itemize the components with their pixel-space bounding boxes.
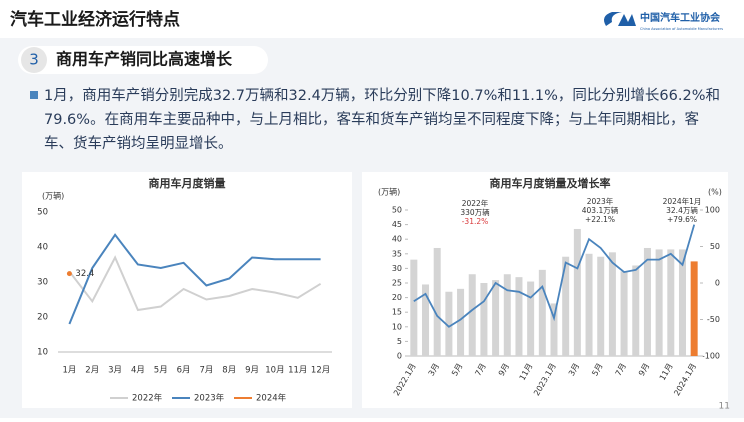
- logo-icon: [604, 12, 636, 26]
- legend-label: 2023年: [194, 393, 225, 404]
- bar: [433, 247, 441, 356]
- growth-line: [413, 224, 696, 328]
- legend-label: 2022年: [132, 393, 163, 404]
- x-tick-label: 3月: [108, 366, 122, 376]
- y-tick-label: 0: [397, 352, 402, 361]
- bar: [503, 274, 511, 356]
- y-tick-label: 30: [392, 264, 402, 273]
- bar: [678, 249, 686, 356]
- data-label: 32.4: [75, 269, 94, 279]
- bar: [538, 269, 546, 356]
- chart-title: 商用车月度销量及增长率: [490, 176, 611, 190]
- annotation: -31.2%: [462, 217, 489, 226]
- y2-tick-label: -50: [707, 315, 720, 324]
- x-tick-label: 8月: [222, 366, 236, 376]
- page-title: 汽车工业经济运行特点: [10, 9, 180, 30]
- x-tick-label: 10月: [265, 366, 284, 376]
- y-tick-label: 35: [392, 249, 402, 258]
- bar: [562, 256, 570, 356]
- y2-tick-label: 0: [715, 279, 720, 288]
- y-axis-label: (万辆): [42, 191, 64, 201]
- annotation: 403.1万辆: [582, 205, 619, 215]
- bar: [492, 280, 500, 356]
- bullet: [30, 91, 38, 99]
- bar: [445, 291, 453, 356]
- y-tick-label: 40: [392, 235, 402, 244]
- bar: [480, 283, 488, 356]
- bar: [632, 265, 640, 356]
- logo-cn: 中国汽车工业协会: [640, 11, 720, 24]
- x-tick-label: 6月: [177, 366, 191, 376]
- section-badge: [21, 47, 47, 73]
- x-tick-label: 5月: [154, 366, 168, 376]
- annotation: 2024年1月: [663, 196, 702, 206]
- y-tick-label: 50: [37, 208, 48, 218]
- chart-title: 商用车月度销量: [149, 176, 226, 190]
- section-title: 商用车产销同比高速增长: [56, 50, 233, 69]
- y-tick-label: 20: [37, 313, 48, 323]
- logo-en: China Association of Automobile Manufact…: [640, 27, 723, 31]
- series-line: [68, 233, 321, 325]
- y-tick-label: 25: [392, 279, 402, 288]
- y2-tick-label: -100: [702, 352, 720, 361]
- bar: [667, 249, 675, 356]
- y-tick-label: 40: [37, 243, 48, 253]
- x-tick-label: 4月: [131, 366, 145, 376]
- annotation: 330万辆: [460, 207, 490, 217]
- annotation: +22.1%: [585, 215, 615, 224]
- y-tick-label: 10: [392, 322, 402, 331]
- section-number: 3: [29, 51, 39, 69]
- y-tick-label: 20: [392, 293, 402, 302]
- y2-axis-label: (%): [708, 188, 722, 197]
- y-tick-label: 45: [392, 220, 402, 229]
- bar: [608, 252, 616, 356]
- bar: [422, 284, 430, 356]
- x-tick-label: 7月: [199, 366, 213, 376]
- bar: [585, 253, 593, 356]
- page-number: 11: [719, 402, 730, 412]
- x-tick-label: 11月: [288, 366, 307, 376]
- bar: [410, 259, 418, 356]
- section-pill: [18, 46, 268, 74]
- y2-tick-label: 50: [710, 242, 720, 251]
- bar: [515, 277, 523, 356]
- annotation: 32.4万辆: [666, 205, 698, 215]
- y2-tick-label: 100: [705, 206, 720, 215]
- bar: [620, 271, 628, 356]
- annotation: 2022年: [462, 198, 489, 208]
- x-tick-label: 2月: [85, 366, 99, 376]
- bar: [573, 228, 581, 356]
- y-tick-label: 15: [392, 308, 402, 317]
- bar: [468, 274, 476, 356]
- data-point: [66, 271, 72, 277]
- bar: [550, 303, 558, 356]
- y-tick-label: 50: [392, 206, 402, 215]
- bar: [643, 247, 651, 356]
- bar: [655, 249, 663, 356]
- legend-label: 2024年: [256, 393, 287, 404]
- annotation: +79.6%: [667, 215, 697, 224]
- annotation: 2023年: [587, 196, 614, 206]
- y-tick-label: 10: [37, 348, 48, 358]
- paragraph-box: 1月，商用车产销分别完成32.7万辆和32.4万辆，环比分别下降10.7%和11…: [44, 88, 720, 152]
- y-axis-label: (万辆): [378, 187, 400, 197]
- bar: [457, 288, 465, 356]
- y-tick-label: 30: [37, 278, 48, 288]
- y-tick-label: 5: [397, 337, 402, 346]
- bar: [527, 281, 535, 356]
- bar: [690, 261, 698, 356]
- bar: [597, 256, 605, 356]
- series-line: [68, 255, 322, 312]
- x-tick-label: 1月: [62, 366, 76, 376]
- paragraph: 1月，商用车产销分别完成32.7万辆和32.4万辆，环比分别下降10.7%和11…: [44, 88, 720, 152]
- x-tick-label: 9月: [245, 366, 259, 376]
- x-tick-label: 12月: [311, 366, 330, 376]
